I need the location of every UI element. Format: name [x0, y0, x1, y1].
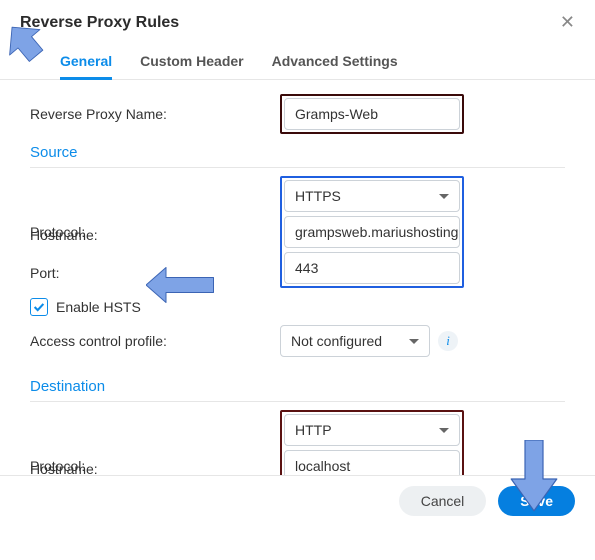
- cancel-button[interactable]: Cancel: [399, 486, 487, 516]
- chevron-down-icon: [439, 428, 449, 433]
- arrow-annotation-icon: [146, 262, 216, 308]
- dialog-footer: Cancel Save: [0, 475, 595, 526]
- reverse-proxy-dialog: Reverse Proxy Rules ✕ General Custom Hea…: [0, 0, 595, 526]
- enable-hsts-checkbox[interactable]: [30, 298, 48, 316]
- reverse-proxy-name-input[interactable]: Gramps-Web: [284, 98, 460, 130]
- source-port-input[interactable]: 443: [284, 252, 460, 284]
- destination-heading: Destination: [30, 368, 565, 402]
- access-control-select[interactable]: Not configured: [280, 325, 430, 357]
- arrow-annotation-icon: [2, 22, 46, 66]
- enable-hsts-label: Enable HSTS: [56, 299, 141, 315]
- source-hostname-input[interactable]: grampsweb.mariushosting.: [284, 216, 460, 248]
- chevron-down-icon: [439, 194, 449, 199]
- source-heading: Source: [30, 134, 565, 168]
- tab-custom-header[interactable]: Custom Header: [140, 45, 243, 80]
- access-control-label: Access control profile:: [30, 333, 280, 349]
- tab-general[interactable]: General: [60, 45, 112, 80]
- chevron-down-icon: [409, 339, 419, 344]
- titlebar: Reverse Proxy Rules ✕: [0, 0, 595, 39]
- tabs: General Custom Header Advanced Settings: [0, 39, 595, 80]
- close-icon[interactable]: ✕: [560, 12, 575, 33]
- arrow-annotation-icon: [510, 440, 558, 512]
- info-icon[interactable]: i: [438, 331, 458, 351]
- name-label: Reverse Proxy Name:: [30, 106, 280, 122]
- dest-protocol-select[interactable]: HTTP: [284, 414, 460, 446]
- tab-advanced-settings[interactable]: Advanced Settings: [272, 45, 398, 80]
- source-protocol-select[interactable]: HTTPS: [284, 180, 460, 212]
- source-hostname-label: Hostname:: [30, 227, 280, 243]
- dialog-body: Reverse Proxy Name: Gramps-Web Source Pr…: [0, 80, 595, 526]
